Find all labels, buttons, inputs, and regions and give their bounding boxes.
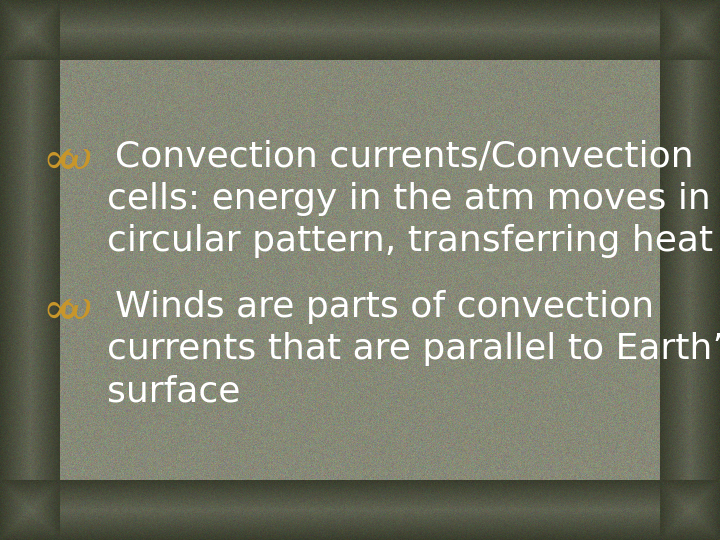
Text: ∞: ∞	[42, 290, 78, 332]
Text: cells: energy in the atm moves in a: cells: energy in the atm moves in a	[107, 182, 720, 216]
Text: currents that are parallel to Earth’s: currents that are parallel to Earth’s	[107, 332, 720, 366]
Text: ∞: ∞	[42, 140, 78, 182]
Text: ω: ω	[60, 140, 91, 177]
Text: circular pattern, transferring heat: circular pattern, transferring heat	[107, 224, 713, 258]
Text: ω: ω	[60, 290, 91, 327]
Text: surface: surface	[107, 374, 240, 408]
Text: Convection currents/Convection: Convection currents/Convection	[115, 140, 693, 174]
Text: Winds are parts of convection: Winds are parts of convection	[115, 290, 654, 324]
